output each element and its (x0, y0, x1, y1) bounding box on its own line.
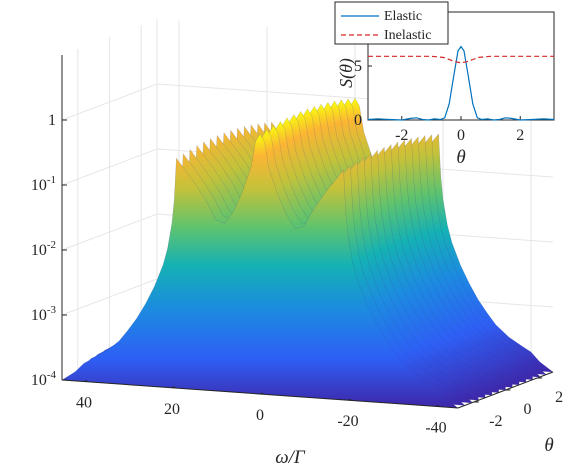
x-tick-mark (171, 386, 176, 389)
z-tick-label: 10-3 (31, 304, 57, 324)
x-tick-mark (347, 398, 352, 401)
y-tick-labels: -2 0 2 (473, 377, 563, 430)
inset-y-tick-label: 0 (354, 112, 362, 129)
z-tick-exponent: -4 (47, 369, 57, 381)
inset-y-tick-label: 5 (354, 58, 362, 75)
legend: Elastic Inelastic (334, 1, 449, 45)
inset-x-tick-label: -2 (395, 127, 408, 144)
z-tick-label: 1 (48, 112, 56, 129)
inset-line-elastic (367, 45, 555, 121)
inset-x-label: θ (456, 147, 465, 168)
surface (61, 97, 554, 409)
z-tick-base: 10 (31, 307, 47, 324)
legend-label-elastic: Elastic (384, 9, 422, 24)
z-tick-base: 10 (31, 242, 47, 259)
x-tick-mark (83, 380, 88, 383)
surface-slice (61, 133, 459, 409)
legend-label-inelastic: Inelastic (384, 28, 431, 43)
x-tick-label: 0 (256, 407, 264, 424)
z-tick-base: 10 (31, 372, 47, 389)
inset-line-inelastic (368, 55, 554, 64)
inset-ticks: -2 0 2 0 5 (354, 58, 524, 144)
legend-box (334, 1, 449, 45)
z-tick-exponent: -1 (47, 174, 56, 186)
z-tick-exponent: -3 (47, 304, 57, 316)
x-tick-mark (435, 404, 440, 407)
x-tick-label: 40 (76, 395, 92, 412)
inset-series (367, 45, 555, 121)
y-tick-label: 2 (555, 389, 563, 406)
z-tick-exponent: -2 (47, 239, 56, 251)
x-tick-label: -20 (337, 413, 358, 430)
z-tick-base: 10 (31, 177, 47, 194)
y-tick-label: -2 (489, 413, 502, 430)
x-tick-mark (259, 392, 264, 395)
x-tick-label: 20 (164, 401, 180, 418)
z-tick-label: 10-4 (31, 369, 57, 389)
main-surface-plot: 10-410-310-210-11 40 20 0 -20 -40 -202 ω/Γ θ (31, 19, 563, 468)
inset-x-tick-label: 0 (457, 127, 465, 144)
z-tick-label: 10-1 (31, 174, 56, 194)
z-tick-label: 10-2 (31, 239, 56, 259)
y-axis-label: θ (544, 435, 553, 456)
x-axis-label: ω/Γ (275, 447, 306, 468)
y-tick-label: 0 (524, 401, 532, 418)
inset-y-label: S(θ) (336, 58, 357, 88)
x-tick-labels: 40 20 0 -20 -40 (76, 380, 447, 436)
inset-chart: -2 0 2 0 5 S(θ) θ Elastic Inelastic (334, 1, 555, 168)
x-tick-label: -40 (425, 419, 446, 436)
z-tick-labels: 10-410-310-210-11 (31, 112, 67, 389)
inset-x-tick-label: 2 (516, 127, 524, 144)
